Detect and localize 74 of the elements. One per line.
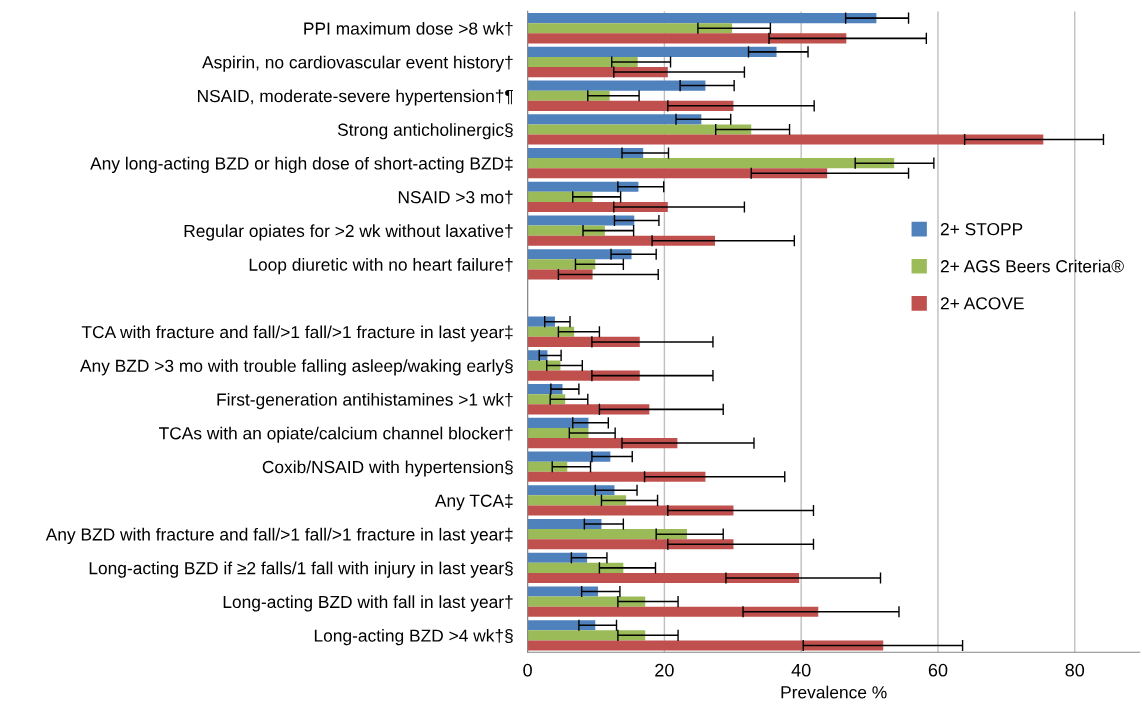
- bar: [527, 485, 615, 496]
- y-tick-label: Long-acting BZD >4 wk†§: [314, 629, 513, 646]
- bar: [527, 13, 877, 24]
- bar: [527, 33, 847, 44]
- bar: [527, 620, 596, 631]
- bar: [527, 46, 777, 57]
- x-tick-label: 20: [655, 663, 674, 677]
- y-tick-label: TCAs with an opiate/calcium channel blocker†: [159, 426, 513, 443]
- bar: [527, 158, 895, 169]
- bar: [527, 471, 706, 482]
- y-tick-label: Coxib/NSAID with hypertension§: [262, 460, 513, 477]
- bar: [527, 552, 588, 563]
- x-tick-label: 60: [928, 663, 948, 677]
- bar: [527, 147, 644, 159]
- y-tick-label: Loop diuretic with no heart failure†: [249, 258, 513, 275]
- y-tick-label: Long-acting BZD if ≥2 falls/1 fall with injury in last year§: [89, 561, 513, 578]
- bar: [527, 518, 602, 530]
- y-tick-label: First-generation antihistamines >1 wk†: [217, 392, 513, 410]
- x-tick-label: 80: [1065, 663, 1085, 677]
- bar: [527, 495, 627, 506]
- y-tick-label: Any BZD >3 mo with trouble falling asleep/waking early§: [80, 359, 513, 376]
- bar: [527, 640, 884, 651]
- bar: [527, 100, 734, 111]
- bar: [527, 90, 610, 101]
- x-tick-label: 0: [523, 663, 532, 677]
- bar: [527, 191, 593, 202]
- y-tick-label: Strong anticholinergic§: [337, 123, 513, 140]
- legend-label: 2+ ACOVE: [940, 297, 1024, 310]
- y-tick-label: Any long-acting BZD or high dose of short-acting BZD‡: [90, 156, 513, 174]
- y-tick-label: Long-acting BZD with fall in last year†: [223, 595, 513, 612]
- bar: [527, 562, 624, 573]
- y-tick-label: NSAID >3 mo†: [398, 190, 513, 205]
- bar: [527, 114, 702, 125]
- bar: [527, 539, 734, 550]
- bar: [527, 404, 650, 415]
- bar: [527, 438, 678, 449]
- bar: [527, 56, 638, 68]
- y-tick-label: Any BZD with fracture and fall/>1 fall/>1 fracture in last year‡: [45, 527, 513, 545]
- bar: [527, 360, 561, 371]
- bar: [527, 181, 639, 192]
- bar: [527, 225, 605, 236]
- bar: [527, 134, 1044, 145]
- y-tick-label: Regular opiates for >2 wk without laxative†: [184, 224, 513, 241]
- legend-label: 2+ AGS Beers Criteria®: [940, 259, 1124, 273]
- y-tick-label: Aspirin, no cardiovascular event history†: [202, 55, 513, 72]
- bar: [527, 630, 646, 641]
- bar: [527, 235, 715, 246]
- bar: [527, 316, 555, 327]
- legend-label: 2+ STOPP: [940, 223, 1023, 236]
- bar: [527, 23, 733, 34]
- bar: [527, 606, 819, 617]
- bar: [527, 417, 589, 428]
- x-axis-title: Prevalence %: [781, 685, 887, 699]
- bar: [527, 529, 687, 540]
- x-tick-label: 40: [791, 663, 811, 677]
- bar: [527, 269, 593, 280]
- bar: [527, 505, 734, 516]
- bar: [527, 124, 752, 135]
- bar: [527, 215, 635, 226]
- y-tick-label: Any TCA‡: [434, 494, 513, 511]
- bar: [527, 67, 668, 78]
- bar: [527, 461, 568, 472]
- bar: [527, 572, 800, 584]
- bar: [527, 370, 640, 381]
- bar: [527, 451, 611, 462]
- y-tick-label: TCA with fracture and fall/>1 fall/>1 fracture in last year‡: [81, 325, 513, 342]
- bar: [527, 168, 828, 179]
- bar: [527, 249, 632, 260]
- bar: [527, 259, 596, 270]
- bar: [527, 586, 599, 597]
- bar: [527, 596, 646, 607]
- y-tick-label: PPI maximum dose >8 wk†: [304, 21, 513, 36]
- y-tick-label: NSAID, moderate-severe hypertension†¶: [198, 89, 513, 106]
- bar: [527, 80, 706, 91]
